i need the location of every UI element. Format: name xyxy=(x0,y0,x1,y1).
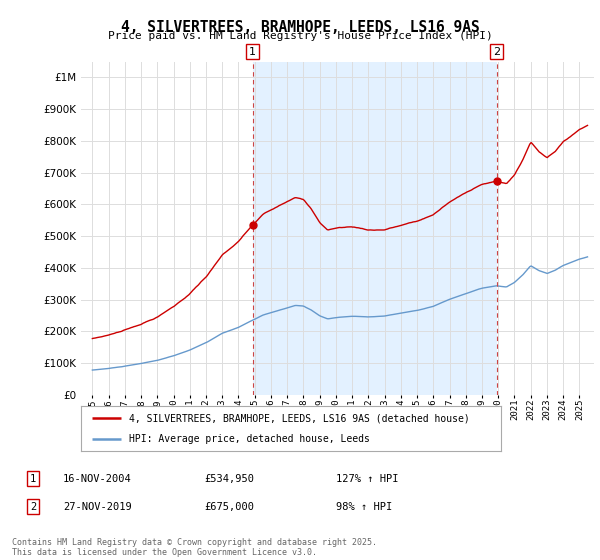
Text: 4, SILVERTREES, BRAMHOPE, LEEDS, LS16 9AS: 4, SILVERTREES, BRAMHOPE, LEEDS, LS16 9A… xyxy=(121,20,479,35)
Text: 4, SILVERTREES, BRAMHOPE, LEEDS, LS16 9AS (detached house): 4, SILVERTREES, BRAMHOPE, LEEDS, LS16 9A… xyxy=(130,413,470,423)
Text: 98% ↑ HPI: 98% ↑ HPI xyxy=(336,502,392,512)
Text: £675,000: £675,000 xyxy=(204,502,254,512)
Text: HPI: Average price, detached house, Leeds: HPI: Average price, detached house, Leed… xyxy=(130,433,370,444)
Text: 16-NOV-2004: 16-NOV-2004 xyxy=(63,474,132,484)
Text: Price paid vs. HM Land Registry's House Price Index (HPI): Price paid vs. HM Land Registry's House … xyxy=(107,31,493,41)
Text: 1: 1 xyxy=(30,474,36,484)
Text: 2: 2 xyxy=(30,502,36,512)
Text: 2: 2 xyxy=(493,46,500,57)
Text: £534,950: £534,950 xyxy=(204,474,254,484)
Text: 27-NOV-2019: 27-NOV-2019 xyxy=(63,502,132,512)
Text: Contains HM Land Registry data © Crown copyright and database right 2025.
This d: Contains HM Land Registry data © Crown c… xyxy=(12,538,377,557)
Bar xyxy=(253,62,497,395)
Text: 127% ↑ HPI: 127% ↑ HPI xyxy=(336,474,398,484)
Text: 1: 1 xyxy=(249,46,256,57)
